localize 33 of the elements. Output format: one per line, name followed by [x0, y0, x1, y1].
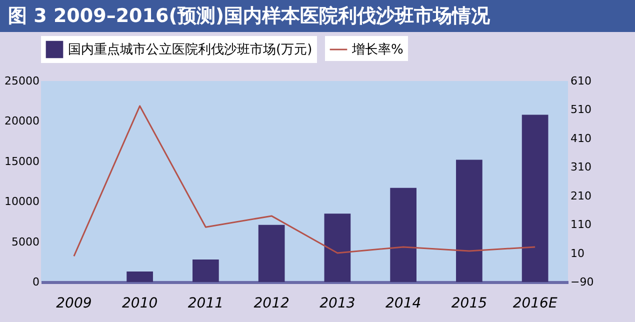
x-tick-label: 2013	[320, 296, 356, 312]
y-tick-label: 0	[32, 276, 40, 288]
x-tick-label: 2016E	[512, 296, 558, 312]
bar	[126, 272, 153, 282]
bar	[390, 188, 416, 282]
y2-tick-label: 210	[570, 189, 592, 202]
y2-tick-label: 110	[570, 218, 592, 232]
bar	[258, 224, 285, 282]
bar	[522, 114, 548, 282]
legend-label: 增长率%	[351, 42, 404, 58]
bar	[192, 259, 219, 282]
y2-tick-label: 310	[570, 160, 592, 174]
x-tick-label: 2009	[56, 296, 92, 312]
x-tick-label: 2015	[451, 296, 488, 312]
x-tick-label: 2011	[188, 296, 224, 312]
bar	[456, 160, 482, 282]
y2-tick-label: 410	[570, 132, 592, 145]
x-tick-label: 2014	[385, 296, 422, 312]
chart-title: 图 3 2009–2016(预测)国内样本医院利伐沙班市场情况	[0, 0, 635, 32]
y-tick-label: 25000	[4, 74, 40, 88]
legend-label: 国内重点城市公立医院利伐沙班市场(万元)	[68, 42, 312, 58]
y-tick-label: 20000	[4, 114, 40, 128]
y-tick-label: 15000	[4, 154, 40, 168]
y-tick-label: 5000	[12, 235, 40, 248]
y2-tick-label: 510	[570, 103, 592, 116]
y2-tick-label: 610	[570, 74, 592, 88]
y-tick-label: 10000	[4, 195, 40, 208]
y2-tick-label: 10	[570, 246, 584, 260]
x-tick-label: 2010	[122, 296, 158, 312]
x-tick-label: 2012	[254, 296, 290, 312]
bar	[324, 214, 351, 282]
line-series	[73, 105, 536, 257]
y2-tick-label: −90	[570, 276, 594, 288]
